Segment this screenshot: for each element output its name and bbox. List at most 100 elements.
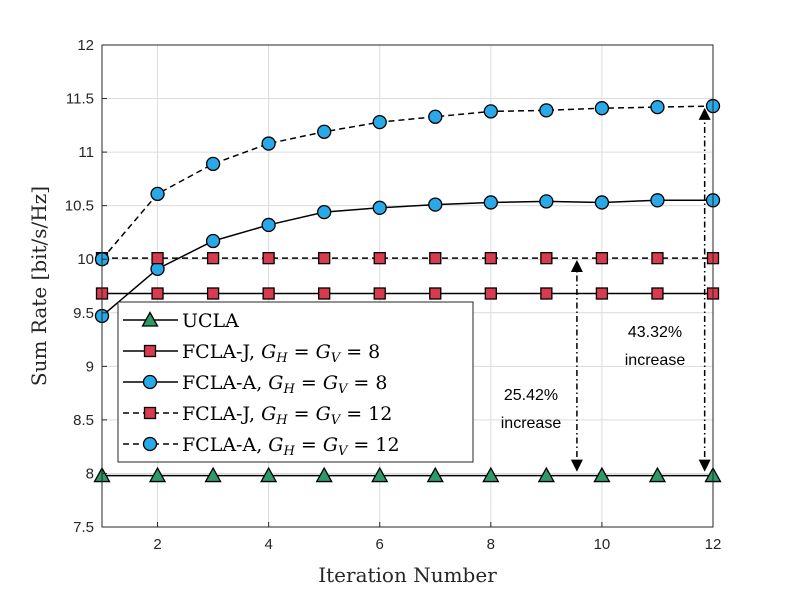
- data-point: [371, 466, 389, 483]
- data-point: [206, 252, 220, 265]
- plot-frame: [101, 44, 714, 528]
- data-point: [484, 287, 497, 300]
- series-line: [101, 105, 714, 260]
- data-point: [539, 194, 554, 209]
- legend: UCLA FCLA-J, GH = GV = 8 FCLA-A, GH = GV =…: [117, 301, 474, 463]
- data-point: [483, 104, 498, 119]
- data-point: [650, 99, 665, 115]
- data-point: [595, 252, 609, 265]
- x-axis-label: Iteration Number: [318, 563, 497, 587]
- data-point: [648, 466, 667, 483]
- data-point: [261, 136, 276, 151]
- series-2: [95, 287, 720, 300]
- legend-marker: [143, 406, 157, 420]
- data-point: [261, 217, 276, 233]
- x-tick-label: 2: [153, 536, 161, 553]
- y-tick-label: 7.5: [73, 519, 94, 536]
- legend-marker: [143, 344, 157, 358]
- data-point: [651, 287, 664, 300]
- data-point: [429, 252, 442, 265]
- annotation-text: increase: [625, 352, 686, 369]
- data-point: [482, 466, 500, 483]
- data-point: [317, 124, 332, 139]
- data-point: [428, 197, 443, 212]
- data-point: [540, 287, 553, 300]
- x-tick-label: 12: [705, 536, 722, 553]
- legend-label: FCLA-A, GH = GV = 12: [182, 434, 400, 459]
- data-point: [426, 466, 444, 483]
- data-point: [148, 466, 167, 483]
- y-tick-label: 9.5: [73, 305, 94, 322]
- data-point: [262, 287, 275, 300]
- annotation-layer: 25.42% increase 43.32% increase: [501, 107, 711, 472]
- data-point: [150, 186, 165, 202]
- legend-marker: [142, 436, 158, 452]
- series-3: [94, 193, 721, 324]
- legend-label: UCLA: [182, 310, 239, 332]
- annotation-percent: 25.42%: [504, 387, 558, 404]
- data-point: [318, 252, 331, 265]
- data-point: [651, 252, 664, 265]
- y-tick-label: 8.5: [73, 412, 94, 429]
- series-5: [94, 98, 721, 267]
- data-point: [540, 252, 553, 265]
- data-point: [150, 261, 165, 277]
- data-point: [206, 287, 220, 300]
- data-point: [593, 466, 611, 483]
- data-point: [595, 287, 609, 300]
- data-point: [372, 200, 387, 215]
- x-tick-label: 4: [264, 536, 272, 553]
- legend-label: FCLA-J, GH = GV = 8: [182, 341, 380, 366]
- x-tick-label: 8: [487, 536, 495, 553]
- legend-entry-4: FCLA-J, GH = GV = 12: [123, 403, 392, 428]
- legend-marker: [142, 374, 158, 390]
- legend-label: FCLA-A, GH = GV = 8: [182, 372, 387, 397]
- data-point: [318, 287, 331, 300]
- data-point: [483, 195, 498, 210]
- data-point: [373, 252, 386, 265]
- annotation-1: 25.42% increase: [501, 259, 583, 472]
- data-point: [205, 233, 221, 249]
- annotation-2: 43.32% increase: [625, 107, 711, 472]
- data-point: [594, 195, 610, 210]
- series-4: [95, 252, 720, 265]
- annotation-text: increase: [501, 415, 562, 432]
- data-point: [372, 114, 387, 130]
- y-tick-label: 11.5: [66, 91, 94, 108]
- x-tick-label: 10: [594, 536, 611, 553]
- y-tick-label: 10: [77, 251, 94, 268]
- y-tick-label: 11: [78, 144, 94, 161]
- series-line: [101, 199, 713, 317]
- data-point: [204, 466, 222, 483]
- data-point: [373, 287, 386, 300]
- legend-entry-2: FCLA-J, GH = GV = 8: [123, 341, 380, 366]
- data-point: [315, 466, 333, 483]
- data-point: [260, 466, 278, 483]
- y-tick-label: 8: [86, 465, 94, 482]
- data-point: [594, 101, 610, 116]
- x-tick-label: 6: [376, 536, 384, 553]
- y-tick-label: 9: [86, 358, 94, 375]
- series-1: [93, 466, 722, 483]
- data-point: [429, 287, 442, 300]
- legend-entry-1: UCLA: [123, 310, 239, 332]
- tick-labels: 2 4 6 8 10 12 7.5 8 8.5 9 9.5 10 10.5 11 11.5 12: [65, 37, 722, 553]
- data-point: [428, 109, 443, 124]
- data-point: [205, 156, 221, 172]
- y-tick-label: 12: [77, 37, 94, 54]
- data-point: [317, 204, 332, 220]
- legend-label: FCLA-J, GH = GV = 12: [182, 403, 392, 428]
- y-tick-label: 10.5: [65, 198, 94, 215]
- y-axis-label: Sum Rate [bit/s/Hz]: [27, 186, 51, 386]
- annotation-percent: 43.32%: [628, 324, 682, 341]
- data-point: [539, 103, 554, 118]
- data-point: [151, 287, 164, 300]
- data-point: [537, 466, 555, 483]
- legend-marker: [141, 311, 159, 327]
- legend-entry-5: FCLA-A, GH = GV = 12: [123, 434, 400, 459]
- data-point: [151, 252, 164, 265]
- data-point: [262, 252, 275, 265]
- legend-entry-3: FCLA-A, GH = GV = 8: [123, 372, 387, 397]
- data-point: [484, 252, 497, 265]
